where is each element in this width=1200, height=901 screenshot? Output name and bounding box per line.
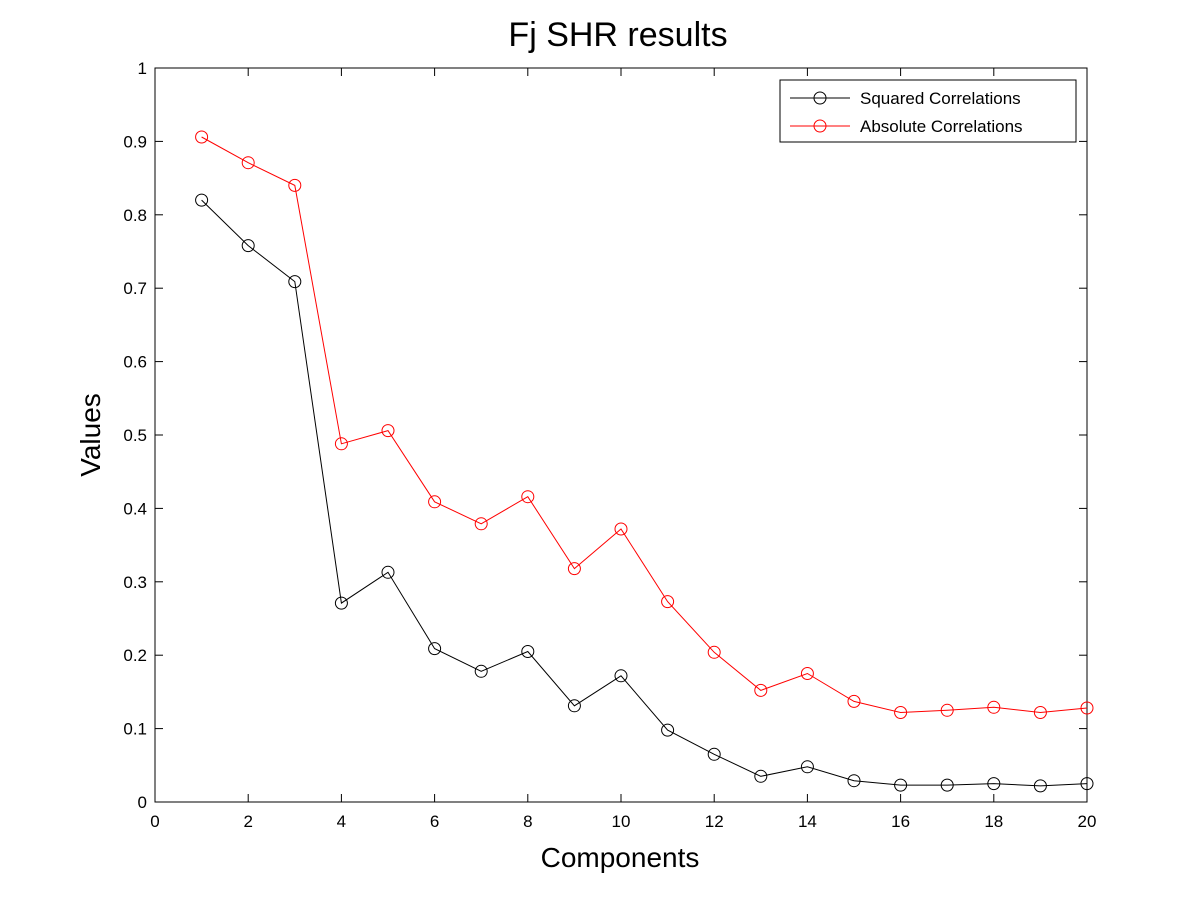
data-point	[1080, 701, 1094, 715]
data-point	[847, 774, 861, 788]
x-tick-label: 14	[798, 812, 817, 831]
data-point	[800, 667, 814, 680]
data-point	[474, 664, 488, 678]
data-point	[987, 700, 1001, 714]
legend-entry: Absolute Correlations	[790, 117, 1023, 136]
x-tick-label: 2	[243, 812, 252, 831]
series-layer	[195, 130, 1094, 793]
x-tick-label: 10	[612, 812, 631, 831]
series-1	[195, 193, 1094, 793]
data-point	[474, 517, 488, 531]
y-tick-label: 0.8	[123, 206, 147, 225]
y-tick-label: 0.1	[123, 720, 147, 739]
data-point	[241, 239, 255, 253]
y-tick-label: 0.4	[123, 499, 147, 518]
data-point	[428, 642, 442, 656]
data-point	[381, 565, 395, 579]
y-tick-label: 0.6	[123, 353, 147, 372]
data-point	[381, 424, 395, 438]
plot-area	[154, 67, 1088, 803]
data-point	[894, 778, 908, 792]
data-point	[334, 596, 348, 610]
data-point	[987, 777, 1001, 791]
data-point	[428, 495, 442, 509]
data-point	[894, 706, 908, 719]
data-point	[1080, 777, 1094, 791]
x-axis-label: Components	[541, 842, 700, 873]
data-point	[940, 778, 954, 792]
data-point	[707, 645, 721, 659]
y-tick-label: 0.3	[123, 573, 147, 592]
data-point	[567, 562, 581, 576]
y-tick-label: 0.9	[123, 132, 147, 151]
data-point	[195, 130, 209, 144]
x-tick-label: 16	[891, 812, 910, 831]
data-point	[1033, 706, 1047, 719]
data-point	[800, 760, 814, 774]
y-tick-label: 0.5	[123, 426, 147, 445]
y-axis-label: Values	[75, 393, 106, 477]
data-point	[288, 178, 302, 192]
y-tick-label: 0	[138, 793, 147, 812]
data-point	[521, 490, 535, 504]
legend: Squared Correlations Absolute Correlation…	[779, 79, 1077, 143]
data-point	[567, 699, 581, 713]
series-line	[201, 199, 1088, 787]
x-tick-label: 18	[984, 812, 1003, 831]
data-point	[614, 522, 628, 536]
y-tick-label: 0.7	[123, 279, 147, 298]
series-line	[201, 136, 1088, 714]
axis-ticks: 0 2 4 6 8 10 12 14 16 18 20 0 0.1 0.2 0.3 0.4 0.5 0.6 0.7 0…	[123, 59, 1096, 831]
data-point	[334, 437, 348, 451]
x-tick-label: 8	[523, 812, 532, 831]
legend-box	[779, 79, 1077, 143]
data-point	[754, 683, 768, 697]
data-point	[661, 595, 675, 609]
x-tick-label: 4	[337, 812, 346, 831]
legend-swatch-marker	[813, 91, 827, 105]
x-tick-label: 0	[150, 812, 159, 831]
data-point	[288, 275, 302, 289]
x-tick-label: 6	[430, 812, 439, 831]
legend-label: Squared Correlations	[860, 89, 1021, 108]
legend-swatch-marker	[813, 119, 827, 133]
x-tick-label: 20	[1078, 812, 1097, 831]
data-point	[521, 645, 535, 658]
data-point	[195, 193, 209, 207]
data-point	[241, 156, 255, 170]
data-point	[847, 694, 861, 708]
y-tick-label: 0.2	[123, 646, 147, 665]
legend-label: Absolute Correlations	[860, 117, 1023, 136]
data-point	[1033, 779, 1047, 793]
series-2	[195, 130, 1094, 719]
legend-entry: Squared Correlations	[790, 89, 1021, 108]
data-point	[614, 669, 628, 683]
x-tick-label: 12	[705, 812, 724, 831]
y-tick-label: 1	[138, 59, 147, 78]
data-point	[940, 703, 954, 717]
data-point	[707, 747, 721, 761]
chart-title: Fj SHR results	[508, 16, 727, 54]
data-point	[754, 769, 768, 783]
data-point	[661, 723, 675, 737]
